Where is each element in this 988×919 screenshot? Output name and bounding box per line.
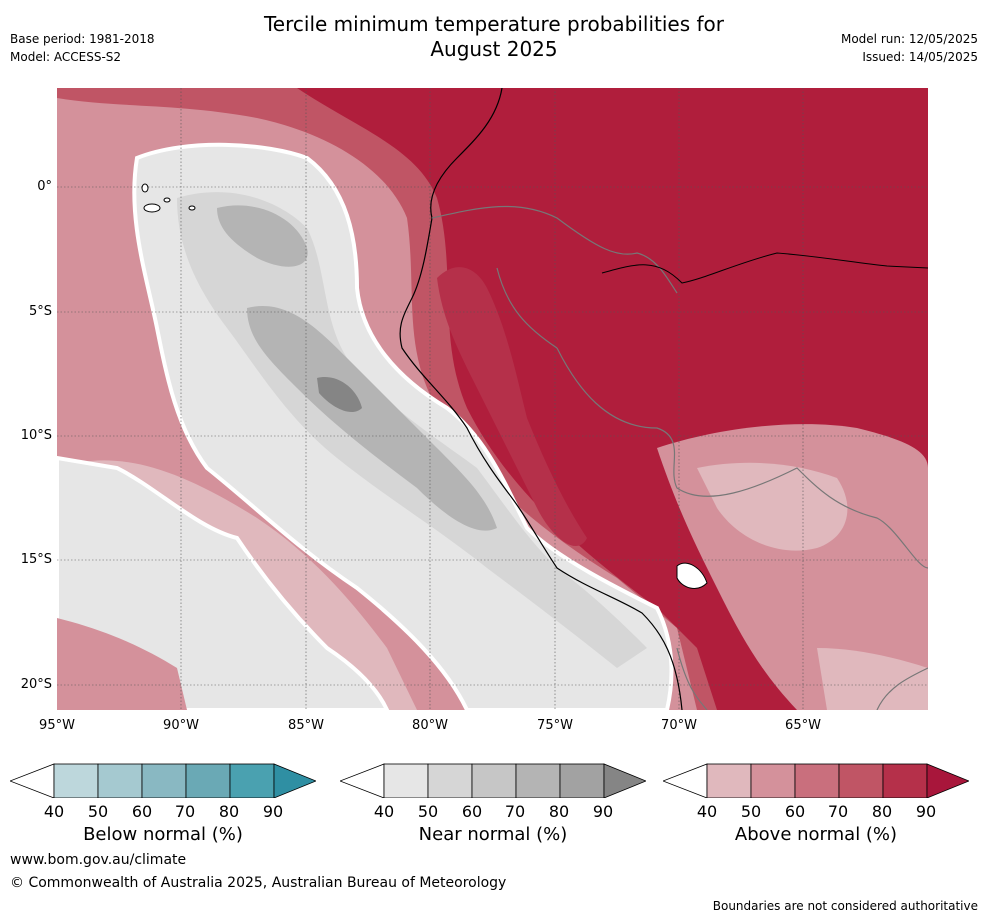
colorbar-near-tick: 70 xyxy=(504,802,526,821)
colorbar-below-ticks: 40 50 60 70 80 90 xyxy=(10,802,316,824)
colorbar-above-ticks: 40 50 60 70 80 90 xyxy=(663,802,969,824)
region-near-normal-60 xyxy=(247,306,497,531)
lon-tick-6: 65°W xyxy=(785,718,821,733)
colorbar-above-tick: 80 xyxy=(871,802,893,821)
meta-left: Base period: 1981-2018 Model: ACCESS-S2 xyxy=(10,30,155,66)
colorbar-below-tick: 60 xyxy=(131,802,153,821)
colorbar-near-tick: 80 xyxy=(548,802,570,821)
region-above-40-land xyxy=(697,462,848,551)
lat-tick-1: 5°S xyxy=(28,304,52,319)
colorbar-below-swatches xyxy=(8,763,318,799)
title-line-1: Tercile minimum temperature probabilitie… xyxy=(263,12,725,36)
coastline xyxy=(399,88,683,710)
colorbar-under-triangle xyxy=(661,763,708,799)
colorbar-swatch xyxy=(515,763,561,799)
colorbar-above-tick: 70 xyxy=(827,802,849,821)
colorbar-above-label: Above normal (%) xyxy=(734,824,898,845)
lon-tick-1: 90°W xyxy=(163,718,199,733)
colorbar-below-tick: 70 xyxy=(174,802,196,821)
meta-right: Model run: 12/05/2025 Issued: 14/05/2025 xyxy=(841,30,978,66)
colorbar-swatch xyxy=(882,763,928,799)
region-above-sw-corner xyxy=(57,618,187,710)
colorbar-below-tick: 80 xyxy=(218,802,240,821)
colorbar-over-triangle xyxy=(926,763,971,799)
colorbar-above-tick: 90 xyxy=(915,802,937,821)
map-title: Tercile minimum temperature probabilitie… xyxy=(0,12,988,62)
probability-map xyxy=(57,88,928,710)
colorbar-near-tick: 60 xyxy=(461,802,483,821)
lat-tick-4: 20°S xyxy=(20,677,52,692)
colorbar-below-tick: 40 xyxy=(43,802,65,821)
colorbar-swatch xyxy=(185,763,231,799)
colorbar-swatch xyxy=(471,763,517,799)
region-above-80-coast xyxy=(437,267,587,547)
colorbar-under-triangle xyxy=(338,763,385,799)
region-near-normal-60b xyxy=(217,205,308,267)
colorbar-near-tick: 50 xyxy=(417,802,439,821)
colorbar-near: 40 50 60 70 80 90 Near normal (%) xyxy=(338,762,648,845)
colorbar-above-tick: 40 xyxy=(696,802,718,821)
graticule xyxy=(57,88,928,710)
colorbar-above: 40 50 60 70 80 90 Above normal (%) xyxy=(661,762,971,845)
colorbar-over-triangle xyxy=(603,763,648,799)
colorbar-swatch xyxy=(427,763,473,799)
colorbar-swatch xyxy=(794,763,840,799)
lake-titicaca xyxy=(676,562,708,589)
lon-tick-3: 80°W xyxy=(412,718,448,733)
amazon-river xyxy=(601,252,928,284)
model-run-text: Model run: 12/05/2025 xyxy=(840,32,978,46)
base-period-text: Base period: 1981-2018 xyxy=(10,32,155,46)
region-above-40-se xyxy=(817,648,928,710)
colorbar-swatch xyxy=(383,763,429,799)
colorbar-above-tick: 60 xyxy=(784,802,806,821)
colorbar-swatch xyxy=(229,763,275,799)
colorbar-below-tick: 50 xyxy=(87,802,109,821)
colorbar-swatch xyxy=(53,763,99,799)
colorbar-below-label: Below normal (%) xyxy=(83,824,243,845)
colorbar-over-triangle xyxy=(273,763,318,799)
footer-copyright: © Commonwealth of Australia 2025, Austra… xyxy=(10,875,507,891)
colorbar-below: 40 50 60 70 80 90 Below normal (%) xyxy=(8,762,318,845)
colorbar-near-swatches xyxy=(338,763,648,799)
lon-tick-4: 75°W xyxy=(537,718,573,733)
colorbar-swatch xyxy=(97,763,143,799)
colorbar-near-ticks: 40 50 60 70 80 90 xyxy=(340,802,646,824)
lat-tick-0: 0° xyxy=(37,179,52,194)
footer-url: www.bom.gov.au/climate xyxy=(10,852,187,868)
title-line-2: August 2025 xyxy=(430,37,558,61)
country-borders xyxy=(431,205,928,710)
colorbar-near-label: Near normal (%) xyxy=(418,824,568,845)
colorbar-near-tick: 90 xyxy=(592,802,614,821)
colorbar-swatch xyxy=(141,763,187,799)
colorbar-swatch xyxy=(750,763,796,799)
lon-tick-2: 85°W xyxy=(288,718,324,733)
issued-text: Issued: 14/05/2025 xyxy=(862,50,978,64)
colorbar-under-triangle xyxy=(8,763,55,799)
colorbar-above-swatches xyxy=(661,763,971,799)
region-near-normal-sw xyxy=(57,455,390,710)
galapagos-islands xyxy=(141,183,196,213)
colorbar-above-tick: 50 xyxy=(740,802,762,821)
colorbar-near-tick: 40 xyxy=(373,802,395,821)
footer-disclaimer: Boundaries are not considered authoritat… xyxy=(712,899,978,913)
lon-tick-0: 95°W xyxy=(39,718,75,733)
model-text: Model: ACCESS-S2 xyxy=(10,50,122,64)
lon-tick-5: 70°W xyxy=(661,718,697,733)
colorbar-below-tick: 90 xyxy=(262,802,284,821)
lat-tick-2: 10°S xyxy=(20,428,52,443)
region-near-normal-80 xyxy=(317,377,362,413)
colorbar-swatch xyxy=(838,763,884,799)
colorbar-swatch xyxy=(559,763,605,799)
lat-tick-3: 15°S xyxy=(20,552,52,567)
colorbar-swatch xyxy=(706,763,752,799)
